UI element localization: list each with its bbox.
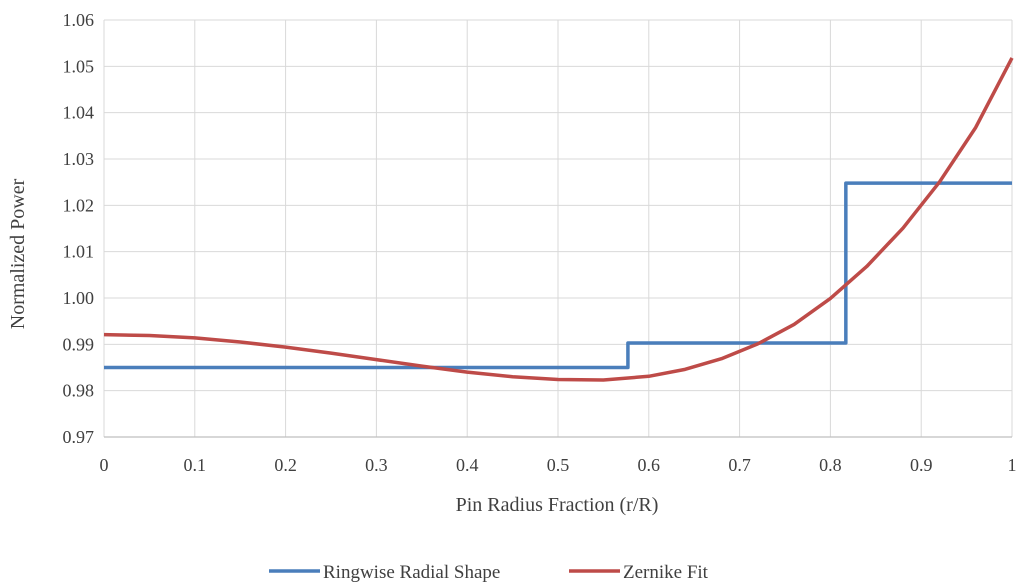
- x-axis-title: Pin Radius Fraction (r/R): [456, 494, 659, 516]
- y-tick-label: 1.05: [63, 56, 95, 76]
- series-line-zernike: [103, 57, 1014, 382]
- gridlines: [103, 19, 1013, 438]
- y-tick-label: 0.99: [63, 334, 95, 354]
- x-tick-label: 0.4: [456, 455, 479, 475]
- tick-labels: 0.97 0.98 0.99 1.00 1.01 1.02 1.03 1.04 1.05 1.06…: [63, 10, 1017, 475]
- x-tick-label: 1: [1008, 455, 1017, 475]
- y-tick-label: 1.00: [63, 288, 95, 308]
- x-tick-label: 0.9: [910, 455, 933, 475]
- legend-label-ringwise: Ringwise Radial Shape: [323, 562, 500, 583]
- y-tick-label: 1.03: [63, 149, 95, 169]
- x-tick-label: 0: [100, 455, 109, 475]
- y-tick-label: 1.06: [63, 10, 95, 30]
- y-tick-label: 1.04: [63, 103, 95, 123]
- x-tick-label: 0.8: [819, 455, 842, 475]
- x-tick-label: 0.6: [638, 455, 661, 475]
- x-tick-label: 0.3: [365, 455, 388, 475]
- series-layer: [103, 57, 1014, 382]
- y-tick-label: 0.98: [63, 381, 95, 401]
- y-axis-title: Normalized Power: [7, 178, 29, 329]
- y-tick-label: 0.97: [63, 427, 95, 447]
- y-tick-label: 1.02: [63, 195, 95, 215]
- x-tick-label: 0.7: [728, 455, 751, 475]
- x-tick-label: 0.1: [184, 455, 207, 475]
- legend: Ringwise Radial Shape Zernike Fit: [269, 562, 709, 583]
- legend-label-zernike: Zernike Fit: [623, 562, 709, 583]
- x-tick-label: 0.2: [274, 455, 297, 475]
- x-tick-label: 0.5: [547, 455, 570, 475]
- y-tick-label: 1.01: [63, 242, 95, 262]
- series-line-ringwise: [104, 181, 1012, 370]
